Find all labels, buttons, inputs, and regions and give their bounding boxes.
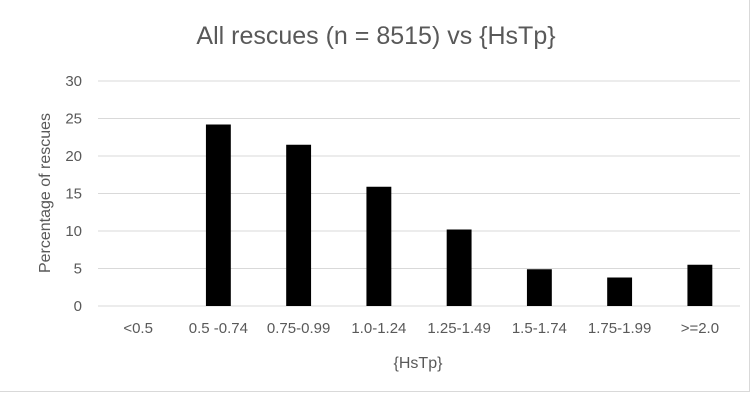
chart-title: All rescues (n = 8515) vs {HsTp}	[196, 22, 556, 50]
x-tick-label: <0.5	[123, 320, 153, 337]
bar	[526, 269, 552, 306]
y-tick-label: 0	[74, 298, 82, 315]
x-tick-label: >=2.0	[681, 320, 719, 337]
y-tick-label: 30	[65, 73, 82, 90]
bar	[205, 124, 231, 306]
y-tick-label: 5	[74, 261, 82, 278]
y-tick-label: 25	[65, 111, 82, 128]
x-tick-label: 1.5-1.74	[512, 320, 567, 337]
y-tick-label: 15	[65, 186, 82, 203]
bars	[205, 124, 713, 306]
x-tick-labels: <0.5 0.5 -0.74 0.75-0.99 1.0-1.24 1.25-1.49 1…	[123, 320, 719, 337]
x-tick-label: 0.5 -0.74	[189, 320, 248, 337]
bar	[286, 144, 312, 306]
bar	[687, 264, 713, 306]
gridlines	[98, 80, 740, 307]
bar	[446, 229, 472, 306]
x-axis-label: {HsTp}	[394, 355, 444, 372]
bar	[366, 186, 392, 306]
y-tick-label: 10	[65, 223, 82, 240]
y-axis-label: Percentage of rescues	[37, 113, 54, 273]
bar	[607, 277, 633, 306]
x-tick-label: 1.0-1.24	[351, 320, 406, 337]
y-tick-label: 20	[65, 148, 82, 165]
x-tick-label: 1.25-1.49	[427, 320, 490, 337]
x-tick-label: 1.75-1.99	[588, 320, 651, 337]
x-tick-label: 0.75-0.99	[267, 320, 330, 337]
y-tick-labels: 0 5 10 15 20 25 30	[65, 73, 82, 315]
